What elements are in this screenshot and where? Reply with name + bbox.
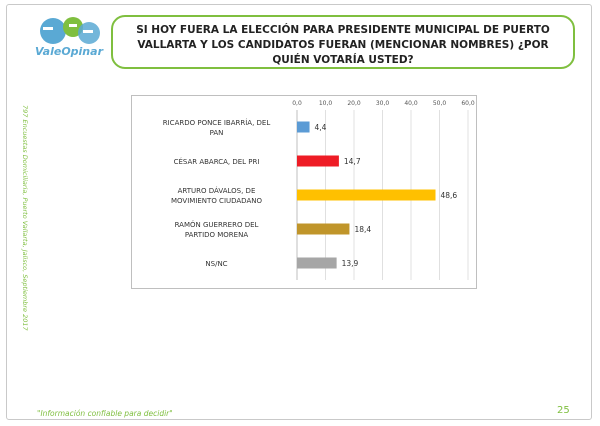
- bar: [297, 155, 339, 167]
- x-tick-label: 10,0: [319, 100, 333, 107]
- bar-value-label: 14,7: [344, 157, 361, 166]
- bar: [297, 257, 337, 269]
- x-tick-label: 50,0: [433, 100, 447, 107]
- bar-value-label: 48,6: [441, 191, 458, 200]
- page-number: 25: [557, 405, 570, 416]
- bar: [297, 189, 436, 201]
- x-tick-label: 20,0: [347, 100, 361, 107]
- category-label: PARTIDO MORENA: [185, 231, 248, 239]
- bar: [297, 121, 310, 133]
- bar-value-label: 18,4: [354, 225, 371, 234]
- methodology-note: 797 Encuestas Domiciliaria, Puerto Valla…: [21, 105, 29, 331]
- x-tick-label: 60,0: [461, 100, 475, 107]
- bar-value-label: 4,4: [315, 123, 327, 132]
- category-label: MOVIMIENTO CIUDADANO: [171, 197, 262, 205]
- valeopinar-logo: [40, 17, 100, 44]
- category-label: RAMÓN GUERRERO DEL: [175, 220, 259, 229]
- x-tick-label: 30,0: [376, 100, 390, 107]
- x-tick-label: 0,0: [292, 100, 302, 107]
- category-label: RICARDO PONCE IBARRÍA, DEL: [163, 118, 271, 127]
- brand-name: ValeOpinar: [35, 45, 103, 58]
- question-text: SI HOY FUERA LA ELECCIÓN PARA PRESIDENTE…: [136, 24, 550, 66]
- slide: ValeOpinar SI HOY FUERA LA ELECCIÓN PARA…: [6, 4, 592, 420]
- category-label: ARTURO DÁVALOS, DE: [178, 186, 256, 195]
- category-label: PAN: [210, 129, 224, 137]
- chart-container: 0,0 10,0 20,0 30,0 40,0 50,0 60,0 4,4 RICARDO PO…: [131, 95, 477, 289]
- question-bubble: SI HOY FUERA LA ELECCIÓN PARA PRESIDENTE…: [111, 15, 575, 69]
- bar-chart: 0,0 10,0 20,0 30,0 40,0 50,0 60,0 4,4 RICARDO PO…: [163, 100, 475, 280]
- x-tick-label: 40,0: [404, 100, 418, 107]
- category-label: NS/NC: [205, 260, 227, 268]
- bar: [297, 223, 350, 235]
- bar-value-label: 13,9: [342, 259, 359, 268]
- category-label: CÉSAR ABARCA, DEL PRI: [174, 157, 260, 166]
- footer-slogan: "Información confiable para decidir": [37, 409, 173, 418]
